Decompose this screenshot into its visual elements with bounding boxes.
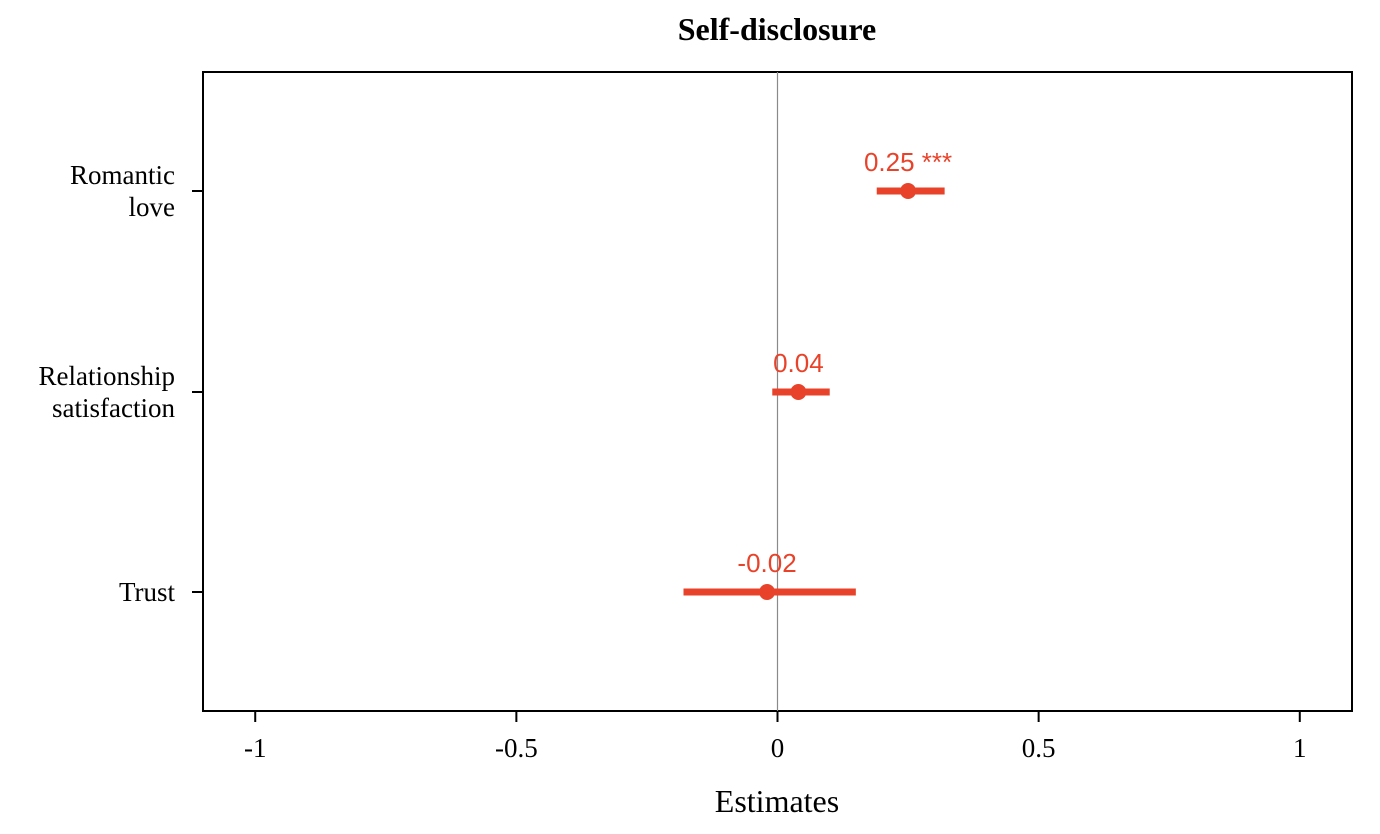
- estimate-point: [759, 584, 776, 600]
- x-tick-label: -0.5: [495, 733, 538, 763]
- chart-title: Self-disclosure: [678, 11, 877, 47]
- estimate-point: [900, 183, 917, 199]
- category-label: Romantic love: [70, 160, 175, 222]
- estimate-label: -0.02: [737, 548, 796, 578]
- category-label: Relationship satisfaction: [39, 361, 176, 423]
- estimate-label: 0.04: [773, 348, 824, 378]
- x-tick-label: 0: [771, 733, 785, 763]
- category-label: Trust: [119, 577, 176, 607]
- estimate-label: 0.25 ***: [864, 147, 952, 177]
- x-axis-title: Estimates: [715, 783, 839, 819]
- x-tick-label: 0.5: [1022, 733, 1056, 763]
- x-tick-label: -1: [244, 733, 267, 763]
- x-tick-label: 1: [1293, 733, 1307, 763]
- estimate-point: [790, 384, 807, 400]
- plot-area: -1 -0.5 0 0.5 1 Romantic love Relationship satis…: [39, 71, 1353, 763]
